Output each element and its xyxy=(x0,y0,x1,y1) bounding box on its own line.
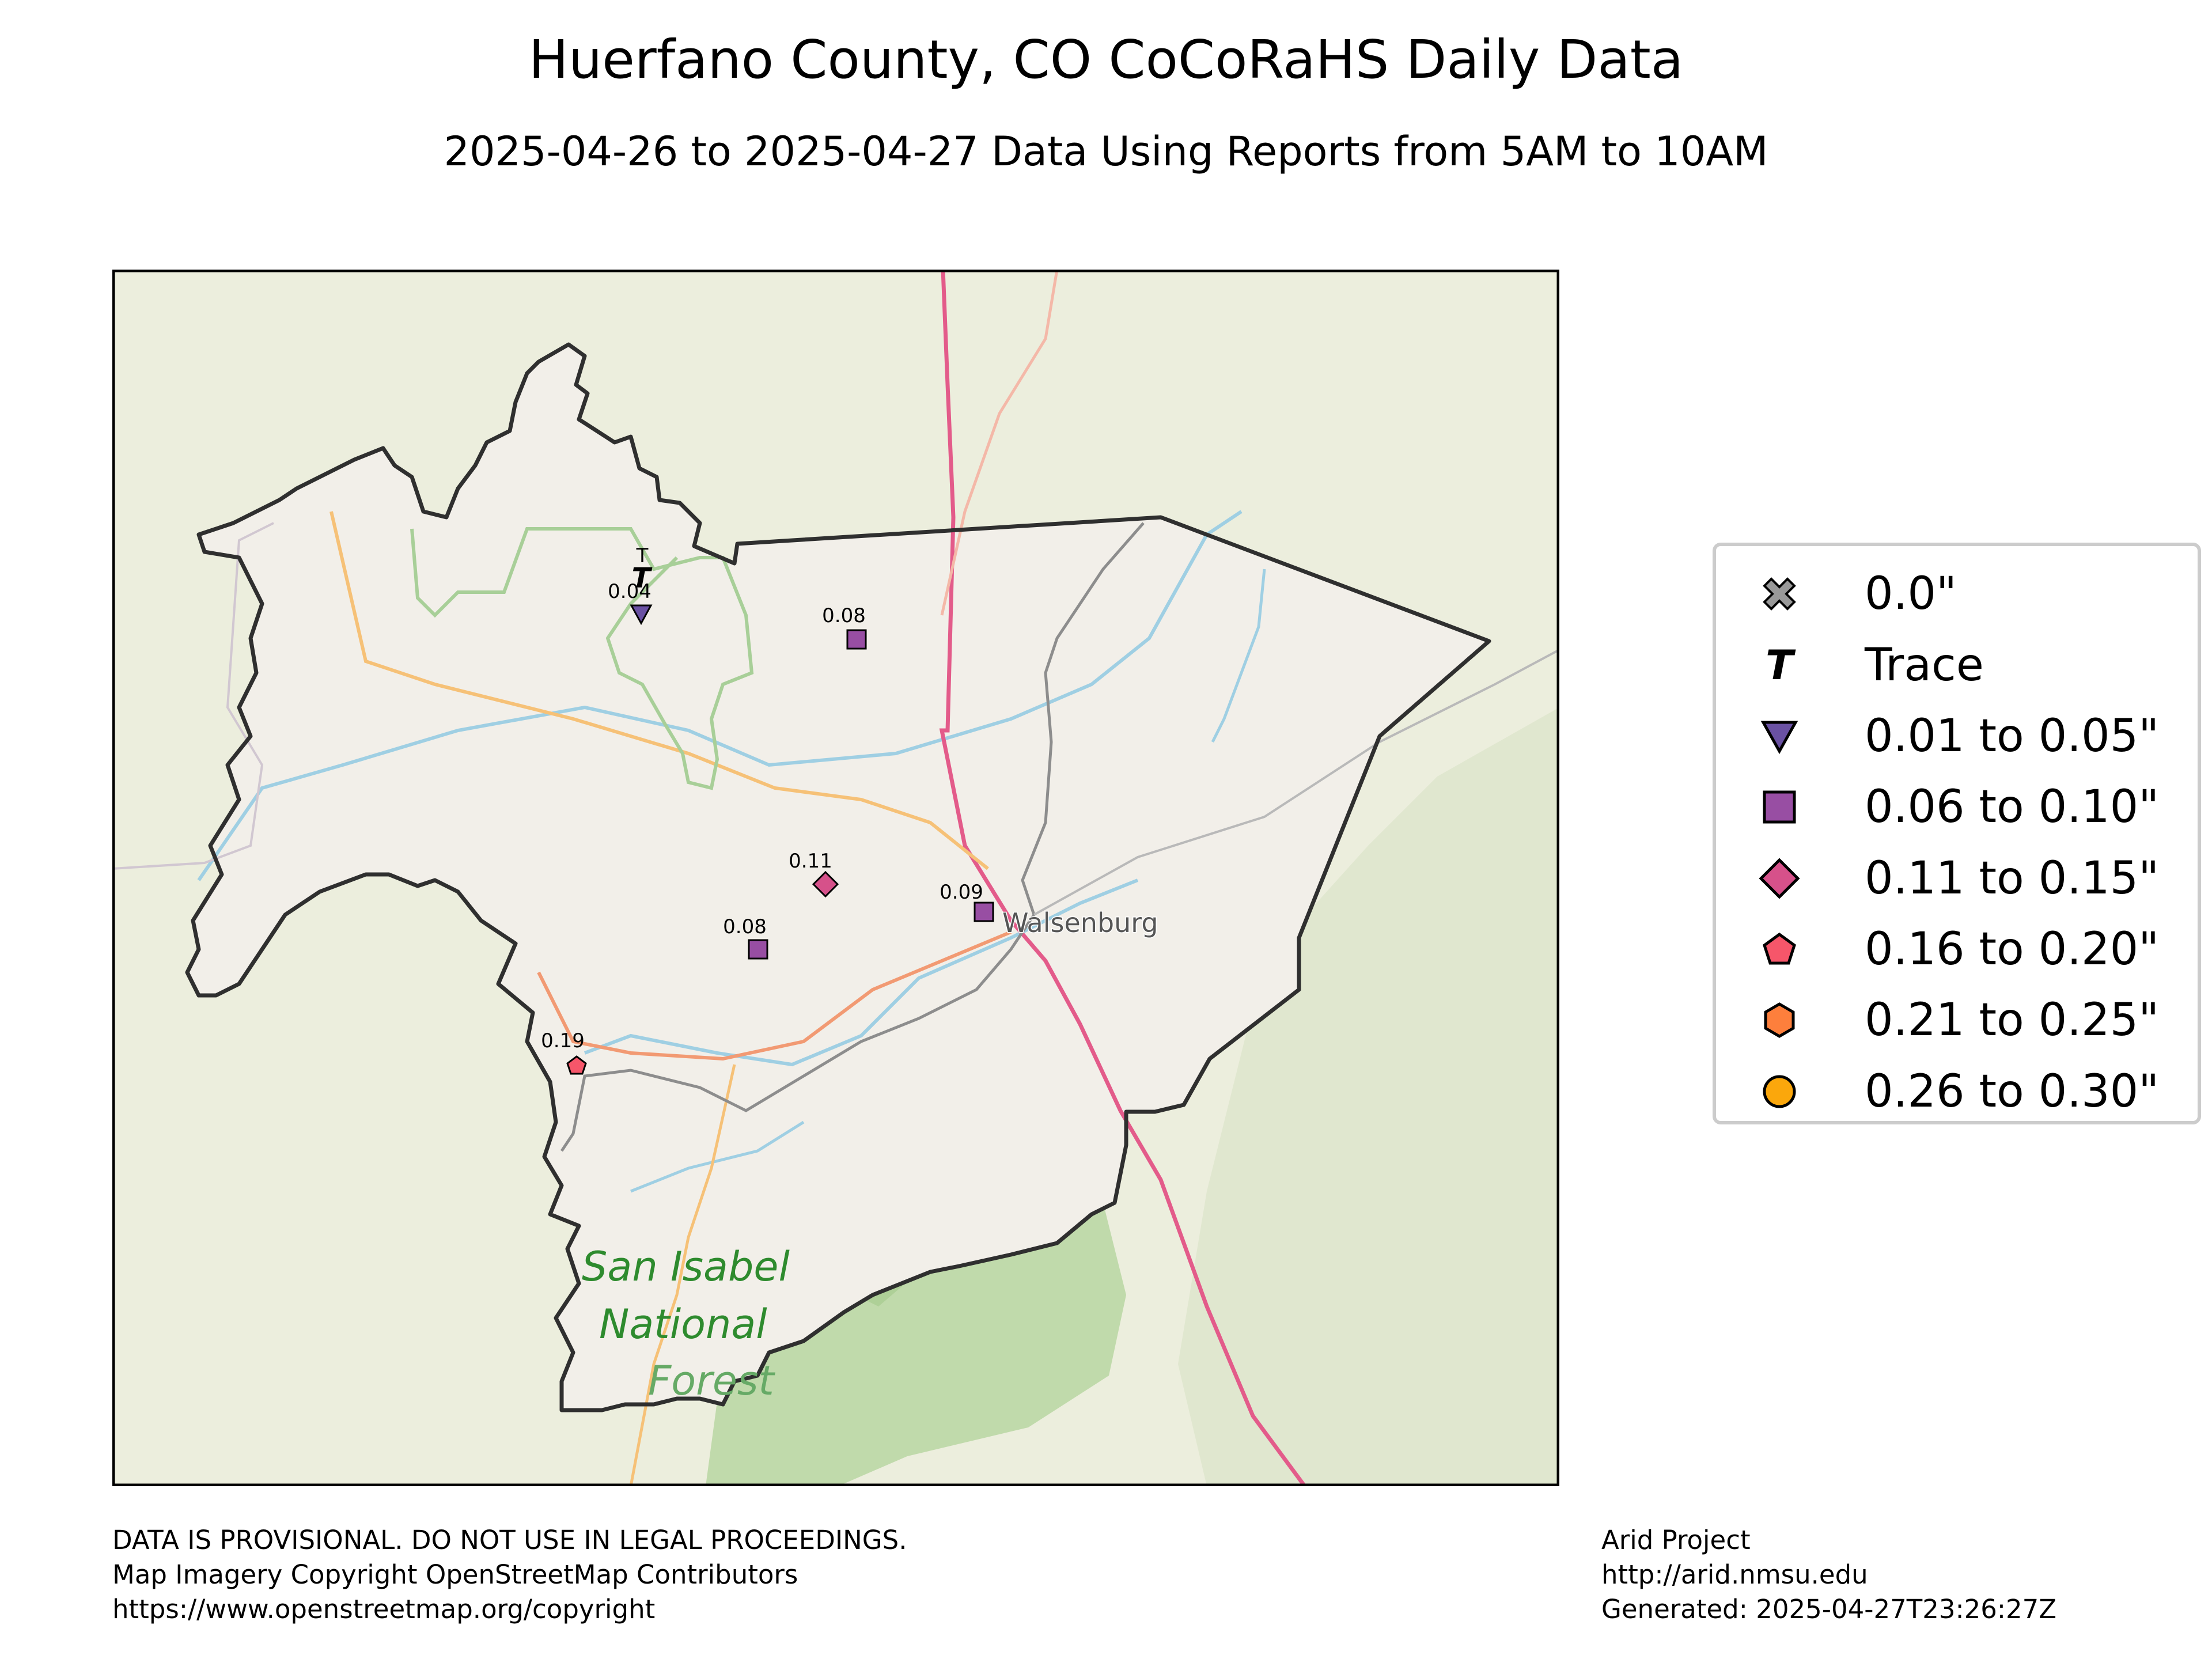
legend-label: 0.16 to 0.20" xyxy=(1865,923,2160,975)
forest-label-line-2: National xyxy=(599,1301,767,1348)
circle-icon xyxy=(1763,1075,1796,1108)
railroad xyxy=(560,522,1145,1152)
x-icon xyxy=(1763,577,1796,611)
chart-subtitle: 2025-04-26 to 2025-04-27 Data Using Repo… xyxy=(444,128,1768,175)
legend-label: Trace xyxy=(1865,639,1984,691)
diamond-icon xyxy=(812,870,839,898)
map-panel: Walsenburg San Isabel National Forest T … xyxy=(112,270,1559,1486)
station-0-19: 0.19 xyxy=(541,1029,587,1075)
forest-label-line-3: Forest xyxy=(648,1357,775,1404)
river-huerfano xyxy=(197,510,1243,881)
footer-disclaimer: DATA IS PROVISIONAL. DO NOT USE IN LEGAL… xyxy=(112,1523,907,1627)
hexagon-icon xyxy=(1764,1002,1795,1038)
footer-link[interactable]: https://www.openstreetmap.org/copyright xyxy=(112,1594,656,1624)
road-south xyxy=(629,1064,736,1486)
road-east xyxy=(1033,649,1559,916)
station-label: 0.11 xyxy=(789,850,832,873)
place-label-walsenburg: Walsenburg xyxy=(1002,907,1158,938)
station-label: 0.08 xyxy=(723,915,767,938)
chart-title: Huerfano County, CO CoCoRaHS Daily Data xyxy=(528,29,1684,90)
county-boundary xyxy=(185,342,1491,1412)
legend-item-0-16-0-20: 0.16 to 0.20" xyxy=(1716,918,2198,981)
highway-us160 xyxy=(329,511,989,870)
river-cucharas xyxy=(584,878,1139,1067)
station-label: T xyxy=(636,544,649,567)
legend-item-0-26-0-30: 0.26 to 0.30" xyxy=(1716,1060,2198,1123)
square-icon xyxy=(1763,790,1796,824)
station-label: 0.04 xyxy=(608,580,652,603)
footer-line: Map Imagery Copyright OpenStreetMap Cont… xyxy=(112,1559,798,1590)
legend-label: 0.01 to 0.05" xyxy=(1865,710,2160,762)
station-label: 0.19 xyxy=(541,1029,585,1052)
pentagon-icon xyxy=(566,1055,587,1075)
forest-label-line-1: San Isabel xyxy=(582,1243,790,1290)
trace-t-icon: T xyxy=(1766,642,1796,688)
legend-item-trace: T Trace xyxy=(1716,634,2198,697)
pentagon-icon xyxy=(1763,932,1796,965)
triangle-down-icon xyxy=(1760,721,1798,755)
station-0-08-south: 0.08 xyxy=(723,915,768,960)
diamond-icon xyxy=(1759,858,1800,899)
svg-text:T: T xyxy=(1766,642,1796,688)
creek-east xyxy=(1211,569,1266,743)
legend-item-zero: 0.0" xyxy=(1716,562,2198,626)
triangle-down-icon xyxy=(630,604,653,626)
legend: 0.0" T Trace 0.01 to 0.05" 0.06 to 0.10"… xyxy=(1713,543,2201,1124)
mountain-relief-east xyxy=(1178,707,1559,1486)
square-icon xyxy=(846,629,867,650)
legend-item-0-11-0-15: 0.11 to 0.15" xyxy=(1716,847,2198,910)
legend-item-0-01-0-05: 0.01 to 0.05" xyxy=(1716,704,2198,768)
legend-item-0-21-0-25: 0.21 to 0.25" xyxy=(1716,988,2198,1052)
legend-label: 0.26 to 0.30" xyxy=(1865,1066,2160,1118)
station-0-11: 0.11 xyxy=(789,850,839,898)
station-label: 0.09 xyxy=(940,881,983,904)
legend-label: 0.06 to 0.10" xyxy=(1865,781,2160,833)
legend-item-0-06-0-10: 0.06 to 0.10" xyxy=(1716,775,2198,839)
highway-north xyxy=(940,270,1059,616)
station-0-04: 0.04 xyxy=(608,580,653,626)
creek-south xyxy=(630,1120,805,1193)
trace-t-icon: T xyxy=(632,562,653,594)
station-0-08-north: 0.08 xyxy=(822,604,867,650)
station-0-09: 0.09 xyxy=(940,881,994,922)
highway-state-road xyxy=(537,930,1012,1061)
footer-link[interactable]: http://arid.nmsu.edu xyxy=(1601,1559,1868,1590)
footer-line: Generated: 2025-04-27T23:26:27Z xyxy=(1601,1594,2057,1624)
legend-label: 0.21 to 0.25" xyxy=(1865,994,2160,1046)
station-trace: T T xyxy=(632,544,653,594)
station-label: 0.08 xyxy=(822,604,866,627)
highway-i25 xyxy=(939,270,1306,1486)
footer-line: Arid Project xyxy=(1601,1525,1751,1555)
protected-area-boundary xyxy=(410,527,754,790)
map-frame xyxy=(112,270,1559,1486)
square-icon xyxy=(974,902,994,922)
footer-credits: Arid Project http://arid.nmsu.edu Genera… xyxy=(1601,1523,2056,1627)
county-line-grey xyxy=(112,522,274,870)
legend-label: 0.11 to 0.15" xyxy=(1865,853,2160,904)
legend-label: 0.0" xyxy=(1865,568,1957,620)
footer-line: DATA IS PROVISIONAL. DO NOT USE IN LEGAL… xyxy=(112,1525,907,1555)
square-icon xyxy=(748,939,768,960)
